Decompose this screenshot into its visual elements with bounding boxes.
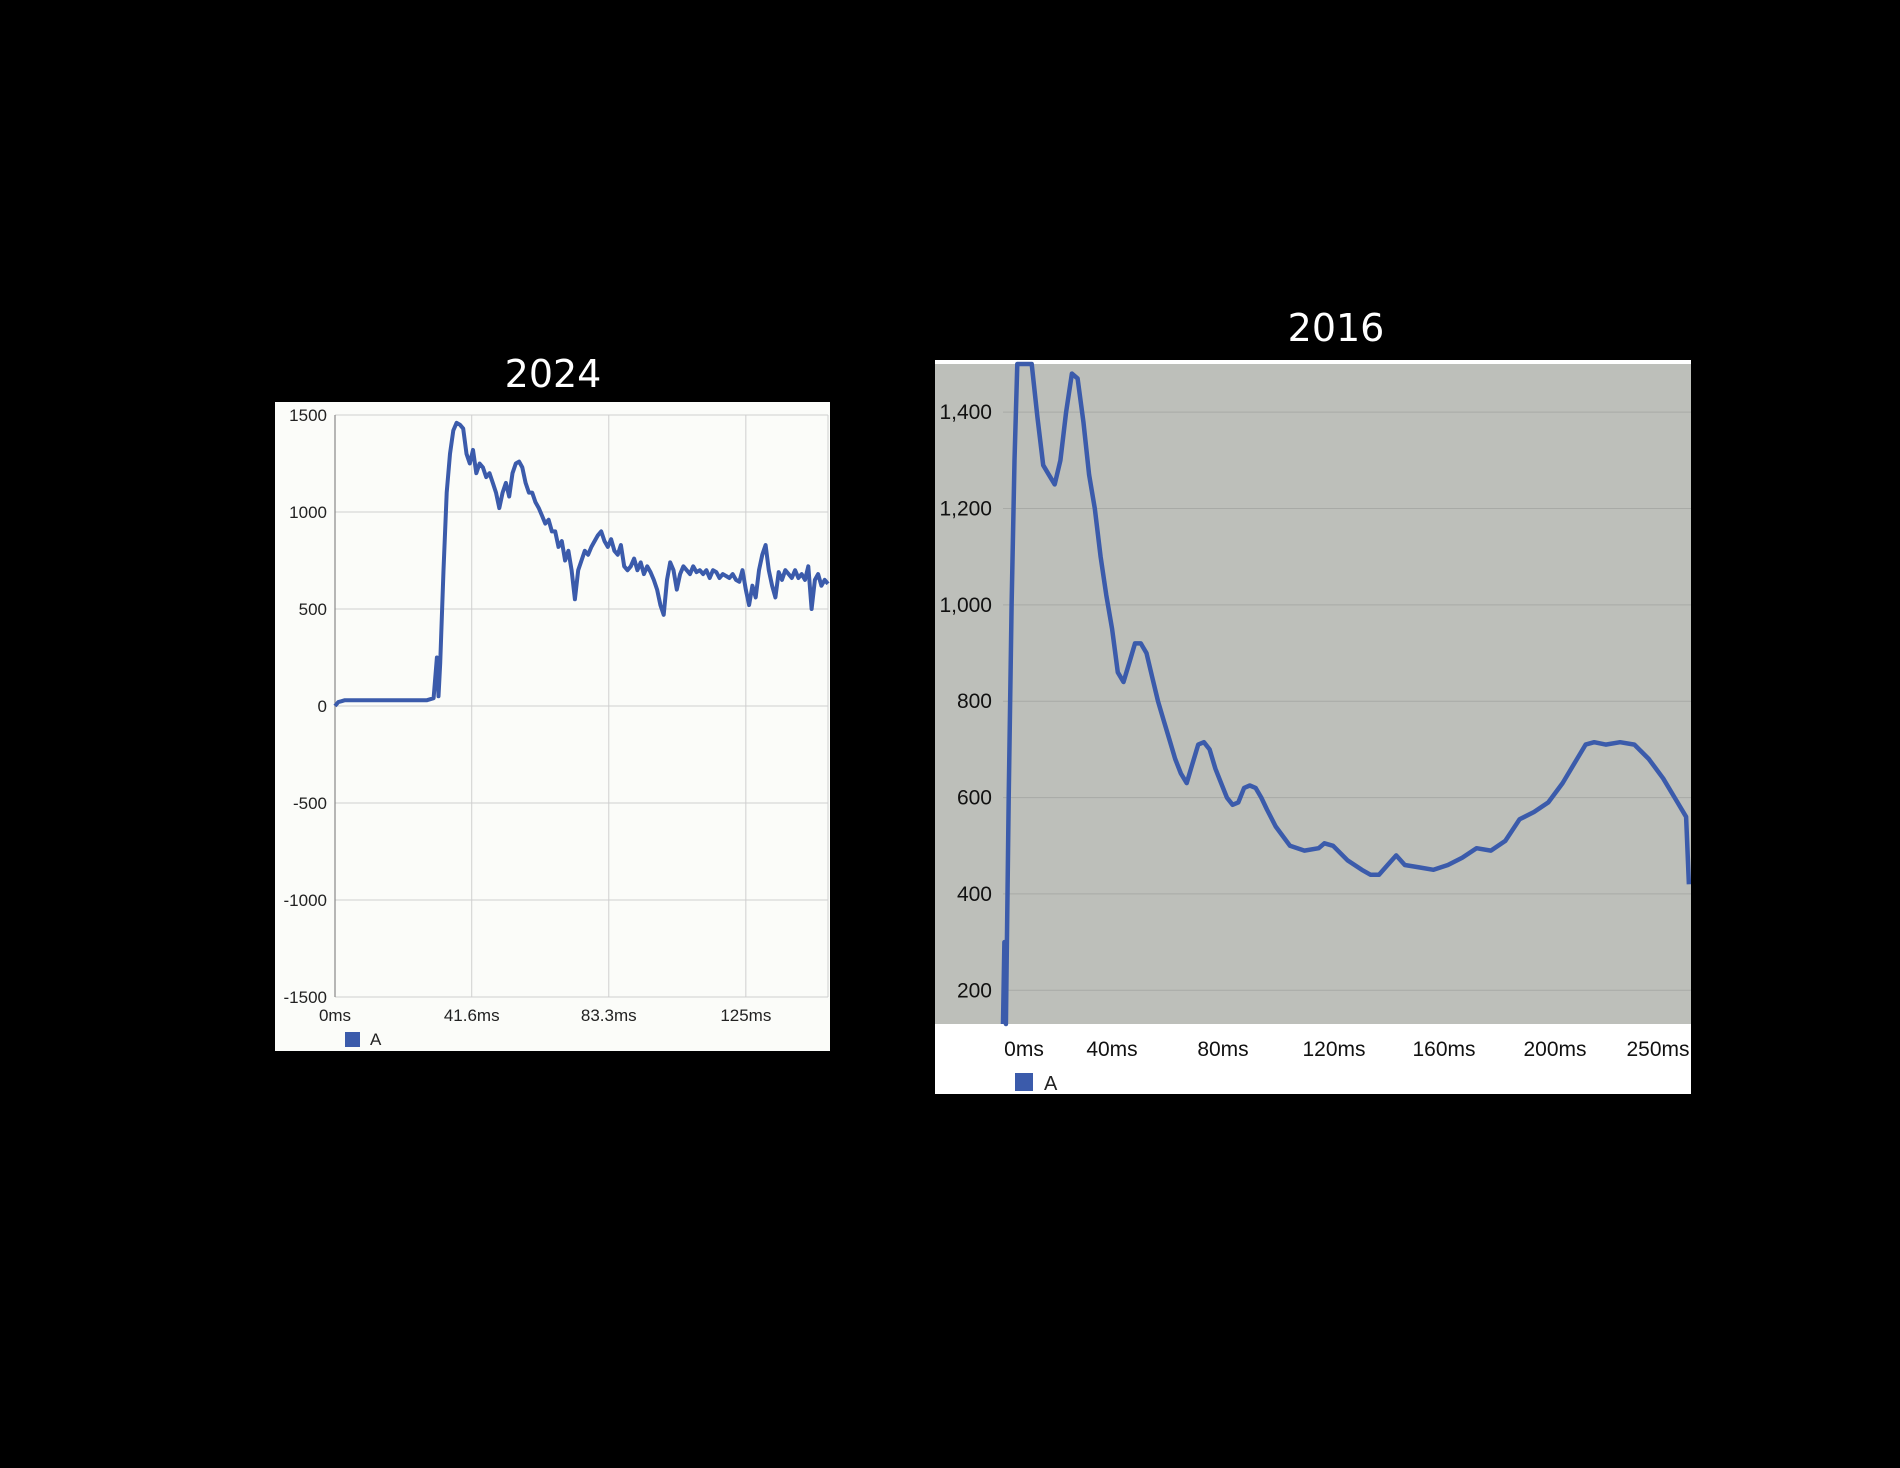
chart-title-2016: 2016 bbox=[1287, 306, 1385, 350]
y-tick-label: -1500 bbox=[284, 988, 327, 1007]
chart-2024-x-ticks: 0ms 41.6ms 83.3ms 125ms bbox=[319, 1006, 771, 1025]
legend-swatch-a bbox=[345, 1032, 360, 1047]
legend-swatch-a bbox=[1015, 1073, 1033, 1091]
x-tick-label: 41.6ms bbox=[444, 1006, 500, 1025]
y-tick-label: 1,400 bbox=[939, 401, 992, 424]
x-tick-label: 160ms bbox=[1412, 1038, 1475, 1061]
chart-2016-series bbox=[1000, 361, 1691, 1027]
y-tick-label: 500 bbox=[299, 600, 327, 619]
chart-2016: 1,400 1,200 1,000 800 600 400 200 0ms 40ms 80ms 1… bbox=[935, 360, 1691, 1094]
chart-2024-background bbox=[275, 402, 830, 1051]
y-tick-label: -1000 bbox=[284, 891, 327, 910]
x-tick-label: 0ms bbox=[319, 1006, 351, 1025]
x-tick-label: 200ms bbox=[1523, 1038, 1586, 1061]
y-tick-label: 600 bbox=[957, 787, 992, 810]
y-tick-label: 1000 bbox=[289, 503, 327, 522]
chart-title-2024: 2024 bbox=[504, 352, 602, 396]
legend-label-a: A bbox=[1044, 1073, 1058, 1094]
y-tick-label: 1500 bbox=[289, 406, 327, 425]
chart-2016-grid bbox=[1003, 411, 1691, 991]
y-tick-label: 1,200 bbox=[939, 498, 992, 521]
x-tick-label: 120ms bbox=[1302, 1038, 1365, 1061]
y-tick-label: -500 bbox=[293, 794, 327, 813]
chart-2024: 1500 1000 500 0 -500 -1000 -1500 0ms 41.6ms 83.3… bbox=[275, 402, 830, 1051]
x-tick-label: 83.3ms bbox=[581, 1006, 637, 1025]
series-line-a bbox=[1000, 361, 1691, 1027]
y-tick-label: 400 bbox=[957, 883, 992, 906]
chart-2016-y-ticks: 1,400 1,200 1,000 800 600 400 200 bbox=[939, 401, 992, 1002]
x-tick-label: 80ms bbox=[1197, 1038, 1248, 1061]
y-tick-label: 1,000 bbox=[939, 594, 992, 617]
chart-2016-plot-background bbox=[935, 364, 1691, 1024]
chart-2024-series bbox=[333, 420, 830, 708]
x-tick-label: 250ms bbox=[1626, 1038, 1689, 1061]
y-tick-label: 200 bbox=[957, 979, 992, 1002]
x-tick-label: 0ms bbox=[1004, 1038, 1044, 1061]
y-tick-label: 0 bbox=[318, 697, 327, 716]
x-tick-label: 40ms bbox=[1086, 1038, 1137, 1061]
x-tick-label: 125ms bbox=[720, 1006, 771, 1025]
legend-label-a: A bbox=[370, 1030, 382, 1049]
chart-2024-y-ticks: 1500 1000 500 0 -500 -1000 -1500 bbox=[284, 406, 327, 1007]
chart-2016-x-ticks: 0ms 40ms 80ms 120ms 160ms 200ms 250ms bbox=[1004, 1038, 1689, 1061]
y-tick-label: 800 bbox=[957, 690, 992, 713]
series-line-a bbox=[333, 420, 830, 708]
